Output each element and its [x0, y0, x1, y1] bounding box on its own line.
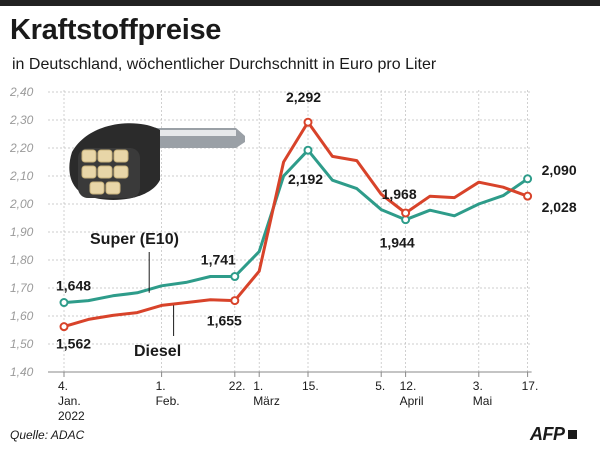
- data-label: 1,944: [380, 235, 415, 251]
- x-tick-label: April: [400, 394, 424, 408]
- x-tick-label: Jan.: [58, 394, 81, 408]
- x-tick-label: Feb.: [156, 394, 180, 408]
- y-tick-label: 2,40: [9, 85, 34, 99]
- y-axis-ticks: 1,40 1,50 1,60 1,70 1,80 1,90 2,00 2,10 2,20 2,30…: [9, 85, 34, 379]
- data-label: 2,090: [542, 162, 577, 178]
- afp-logo: AFP: [530, 424, 577, 445]
- y-tick-label: 1,90: [10, 225, 34, 239]
- x-tick-label: 17.: [522, 379, 539, 393]
- data-label: 1,968: [382, 186, 417, 202]
- data-label: 1,655: [207, 313, 242, 329]
- data-label: 1,741: [201, 252, 236, 268]
- source-note: Quelle: ADAC: [10, 428, 85, 442]
- y-tick-label: 2,30: [9, 113, 34, 127]
- y-tick-label: 2,00: [9, 197, 34, 211]
- data-labels: 1,648 1,562 1,741 1,655 2,292 2,192 1,968 1,944…: [56, 89, 577, 360]
- x-tick-label: Mai: [473, 394, 492, 408]
- data-point: [230, 296, 240, 306]
- data-point: [59, 322, 69, 332]
- data-label: 1,562: [56, 336, 91, 352]
- data-point: [303, 145, 313, 155]
- y-tick-label: 1,50: [10, 337, 34, 351]
- data-label: 1,648: [56, 278, 91, 294]
- fuel-nozzle-icon: [69, 123, 245, 200]
- series-lines: [59, 117, 533, 332]
- x-tick-label: 15.: [302, 379, 319, 393]
- data-label: 2,028: [542, 199, 577, 215]
- data-label: 2,192: [288, 171, 323, 187]
- data-point: [523, 174, 533, 184]
- chart-subtitle: in Deutschland, wöchentlicher Durchschni…: [12, 56, 437, 73]
- x-tick-label: 12.: [400, 379, 417, 393]
- data-point: [303, 117, 313, 127]
- y-tick-label: 1,70: [10, 281, 34, 295]
- data-point: [59, 298, 69, 308]
- x-tick-label: 5.: [375, 379, 385, 393]
- data-point: [401, 208, 411, 218]
- afp-logo-text: AFP: [530, 424, 565, 444]
- data-label: 2,292: [286, 89, 321, 105]
- x-tick-label: 1.: [156, 379, 166, 393]
- series-line-super-e10: [63, 148, 529, 305]
- y-tick-label: 1,80: [10, 253, 34, 267]
- x-tick-label: 22.: [229, 379, 246, 393]
- y-tick-label: 2,10: [9, 169, 34, 183]
- y-tick-label: 1,40: [10, 365, 34, 379]
- x-tick-label: 4.: [58, 379, 68, 393]
- chart-title: Kraftstoffpreise: [10, 14, 222, 46]
- x-tick-label: 1.: [253, 379, 263, 393]
- series-name-label: Diesel: [134, 343, 181, 360]
- data-point: [523, 191, 533, 201]
- series-name-label: Super (E10): [90, 231, 179, 248]
- y-tick-label: 1,60: [10, 309, 34, 323]
- x-tick-label: 2022: [58, 409, 85, 423]
- data-point: [230, 272, 240, 282]
- y-tick-label: 2,20: [9, 141, 34, 155]
- x-tick-label: März: [253, 394, 280, 408]
- x-tick-label: 3.: [473, 379, 483, 393]
- top-bar: [0, 0, 600, 6]
- series-line-diesel: [63, 120, 529, 329]
